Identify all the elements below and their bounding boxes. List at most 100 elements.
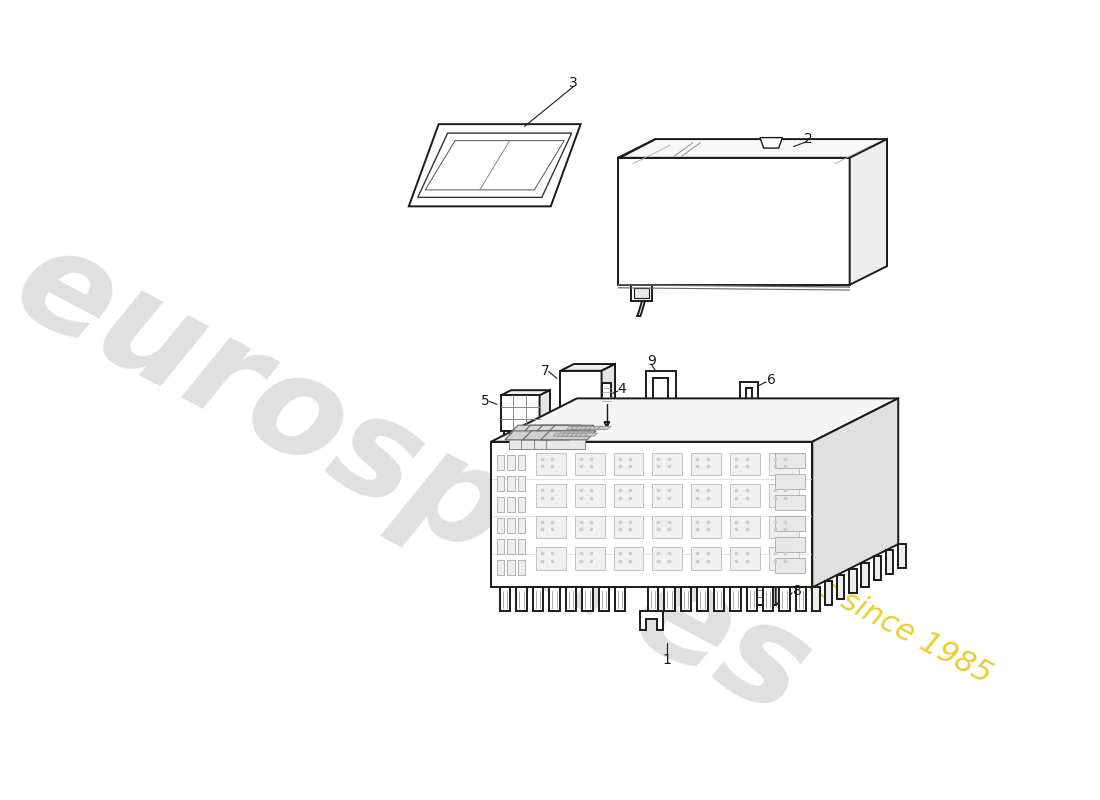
Polygon shape xyxy=(730,516,760,538)
Polygon shape xyxy=(518,455,526,470)
Polygon shape xyxy=(769,453,799,475)
Polygon shape xyxy=(602,364,615,414)
Polygon shape xyxy=(640,611,663,630)
Polygon shape xyxy=(561,370,602,414)
Polygon shape xyxy=(588,426,602,430)
Polygon shape xyxy=(603,383,612,404)
Polygon shape xyxy=(418,133,572,198)
Polygon shape xyxy=(776,579,784,605)
Polygon shape xyxy=(505,431,560,440)
Polygon shape xyxy=(566,433,580,436)
Polygon shape xyxy=(584,426,597,430)
Text: 5: 5 xyxy=(482,394,491,408)
Polygon shape xyxy=(507,497,515,512)
Polygon shape xyxy=(730,453,760,475)
Polygon shape xyxy=(714,587,724,611)
Polygon shape xyxy=(681,587,691,611)
Polygon shape xyxy=(618,158,849,285)
Polygon shape xyxy=(774,558,805,573)
Polygon shape xyxy=(899,544,905,568)
Polygon shape xyxy=(574,484,605,506)
Polygon shape xyxy=(614,484,644,506)
Polygon shape xyxy=(796,587,806,611)
Text: 8: 8 xyxy=(793,584,802,598)
Polygon shape xyxy=(507,455,515,470)
Text: 1: 1 xyxy=(662,653,671,667)
Polygon shape xyxy=(849,569,857,593)
Polygon shape xyxy=(588,414,595,426)
Text: 4: 4 xyxy=(617,382,626,397)
Polygon shape xyxy=(747,584,776,605)
Polygon shape xyxy=(774,494,805,510)
Polygon shape xyxy=(580,433,593,436)
Polygon shape xyxy=(697,587,707,611)
Polygon shape xyxy=(598,587,609,611)
Polygon shape xyxy=(522,431,527,441)
Polygon shape xyxy=(691,516,722,538)
Polygon shape xyxy=(825,582,832,605)
Polygon shape xyxy=(774,516,805,530)
Polygon shape xyxy=(536,484,565,506)
Polygon shape xyxy=(769,516,799,538)
Polygon shape xyxy=(518,497,526,512)
Text: 3: 3 xyxy=(569,76,578,90)
Polygon shape xyxy=(507,518,515,533)
Polygon shape xyxy=(780,587,790,611)
Polygon shape xyxy=(584,433,597,436)
Polygon shape xyxy=(646,370,675,406)
Text: 2: 2 xyxy=(804,132,813,146)
Polygon shape xyxy=(652,516,682,538)
Polygon shape xyxy=(518,476,526,491)
Polygon shape xyxy=(769,484,799,506)
Polygon shape xyxy=(499,587,510,611)
Polygon shape xyxy=(566,426,580,430)
Polygon shape xyxy=(614,453,644,475)
Polygon shape xyxy=(812,587,820,611)
Polygon shape xyxy=(561,364,615,370)
Polygon shape xyxy=(516,587,527,611)
Polygon shape xyxy=(648,587,659,611)
Polygon shape xyxy=(664,587,674,611)
Polygon shape xyxy=(521,434,560,449)
Polygon shape xyxy=(540,390,550,431)
Polygon shape xyxy=(849,139,887,285)
Polygon shape xyxy=(497,476,505,491)
Text: 9: 9 xyxy=(647,354,656,368)
Text: a passion for parts since 1985: a passion for parts since 1985 xyxy=(575,448,997,690)
Polygon shape xyxy=(618,139,887,158)
Text: eurospares: eurospares xyxy=(0,214,832,745)
Polygon shape xyxy=(774,453,805,468)
Text: 7: 7 xyxy=(541,364,550,378)
Polygon shape xyxy=(774,474,805,489)
Polygon shape xyxy=(615,587,626,611)
Polygon shape xyxy=(769,547,799,570)
Polygon shape xyxy=(812,398,899,587)
Polygon shape xyxy=(652,484,682,506)
Polygon shape xyxy=(582,587,593,611)
Polygon shape xyxy=(873,557,881,581)
Polygon shape xyxy=(532,587,543,611)
Polygon shape xyxy=(534,426,582,434)
Polygon shape xyxy=(740,382,758,410)
Polygon shape xyxy=(575,433,589,436)
Polygon shape xyxy=(531,431,536,441)
Text: 6: 6 xyxy=(767,374,775,387)
Polygon shape xyxy=(553,433,566,436)
Polygon shape xyxy=(522,431,578,440)
Polygon shape xyxy=(635,288,649,298)
Polygon shape xyxy=(575,426,589,430)
Polygon shape xyxy=(571,426,584,430)
Polygon shape xyxy=(652,453,682,475)
Polygon shape xyxy=(774,537,805,551)
Polygon shape xyxy=(536,547,565,570)
Polygon shape xyxy=(566,414,572,426)
Polygon shape xyxy=(691,547,722,570)
Polygon shape xyxy=(521,426,569,434)
Polygon shape xyxy=(574,453,605,475)
Polygon shape xyxy=(534,434,573,449)
Polygon shape xyxy=(631,285,652,302)
Polygon shape xyxy=(497,497,505,512)
Polygon shape xyxy=(541,431,596,440)
Polygon shape xyxy=(747,587,757,611)
Polygon shape xyxy=(500,390,550,395)
